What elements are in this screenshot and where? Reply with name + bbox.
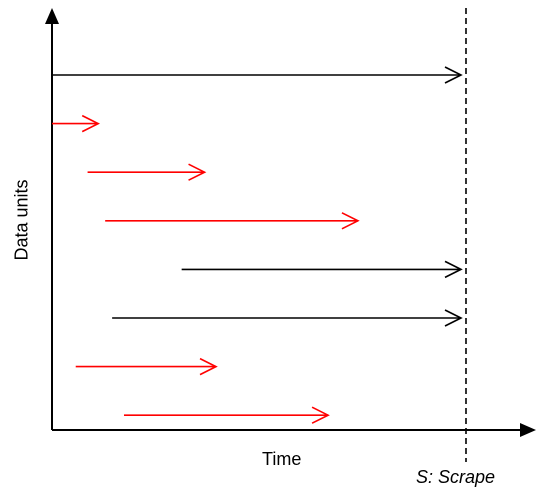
open-arrowhead-icon: [444, 260, 463, 279]
y-axis-label: Data units: [11, 179, 32, 261]
arrowhead-right-icon: [520, 423, 536, 437]
lifetime-arrow-lost: [52, 114, 101, 133]
arrowhead-up-icon: [45, 8, 59, 24]
lifetime-arrow-active: [52, 66, 463, 84]
x-axis-label: Time: [262, 449, 302, 469]
lifetime-arrow-lost: [87, 163, 207, 181]
lifetime-arrow-lost: [75, 357, 218, 376]
scrape-label: S: Scrape: [416, 467, 496, 487]
axes: [45, 8, 536, 437]
open-arrowhead-icon: [444, 309, 463, 327]
lifetime-arrow-active: [181, 260, 463, 279]
lifetime-arrows: [52, 66, 463, 424]
lifetime-arrow-lost: [123, 406, 330, 424]
open-arrowhead-icon: [188, 163, 207, 181]
open-arrowhead-icon: [81, 114, 101, 133]
lifetime-arrow-lost: [105, 212, 360, 230]
open-arrowhead-icon: [444, 66, 463, 84]
open-arrowhead-icon: [199, 357, 218, 376]
open-arrowhead-icon: [341, 212, 360, 230]
lifetime-arrow-active: [112, 309, 463, 327]
open-arrowhead-icon: [311, 406, 330, 424]
